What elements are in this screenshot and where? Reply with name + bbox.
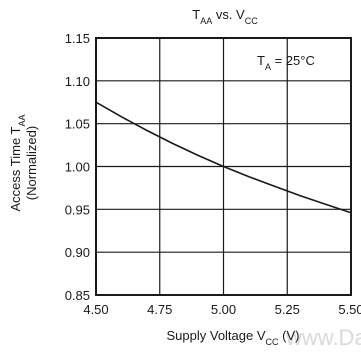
- x-tick-label: 5.00: [211, 302, 236, 317]
- y-tick-label: 1.05: [65, 117, 90, 132]
- y-tick-label: 0.90: [65, 245, 90, 260]
- x-tick-label: 4.75: [147, 302, 172, 317]
- y-tick-label: 1.15: [65, 31, 90, 46]
- series-line: [95, 101, 352, 214]
- x-tick-label: 4.50: [83, 302, 108, 317]
- plot-frame: [95, 37, 352, 296]
- x-tick-label: 5.25: [275, 302, 300, 317]
- y-tick-label: 1.10: [65, 74, 90, 89]
- series-layer: [95, 101, 352, 214]
- annotation-temperature: TA = 25°C: [257, 53, 315, 72]
- y-tick-label: 0.95: [65, 202, 90, 217]
- tick-labels: 4.50 4.75 5.00 5.25 5.50 0.85 0.90 0.95 1.00 1.05…: [65, 31, 361, 317]
- y-tick-label: 1.00: [65, 160, 90, 175]
- svg-text:Access Time TAA: Access Time TAA: [8, 114, 27, 211]
- y-axis-label: Access Time TAA (Normalized): [8, 114, 39, 211]
- chart-title: TAA vs. VCC: [192, 7, 258, 26]
- x-axis-label: Supply Voltage VCC (V): [167, 328, 300, 347]
- svg-text:(Normalized): (Normalized): [24, 126, 39, 200]
- x-tick-label: 5.50: [338, 302, 361, 317]
- y-tick-label: 0.85: [65, 288, 90, 303]
- watermark: www.Da: [285, 325, 361, 349]
